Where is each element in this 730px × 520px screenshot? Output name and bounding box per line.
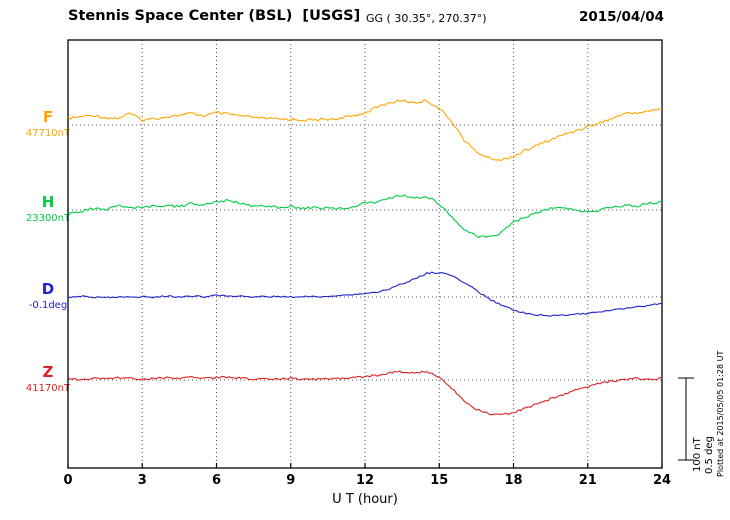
series-label-F: F: [42, 108, 54, 126]
series-baseline-D: -0.1deg: [28, 300, 68, 311]
series-baseline-Z: 41170nT: [25, 383, 71, 394]
series-label-H: H: [41, 193, 55, 211]
series-baseline-H: 23300nT: [25, 213, 71, 224]
series-label-Z: Z: [42, 363, 54, 381]
x-tick-label: 18: [504, 473, 523, 488]
x-axis-label: U T (hour): [332, 492, 398, 507]
plotted-at-note: Plotted at 2015/05/05 01:28 UT: [716, 350, 725, 477]
x-tick-label: 9: [286, 473, 296, 488]
x-tick-label: 3: [137, 473, 147, 488]
page-title: Stennis Space Center (BSL) [USGS]: [68, 8, 361, 24]
x-tick-label: 12: [355, 473, 375, 488]
x-tick-label: 0: [63, 473, 73, 488]
scale-label-nt: 100 nT: [692, 437, 703, 472]
station-coordinates: GG ( 30.35°, 270.37°): [366, 12, 487, 25]
observation-date: 2015/04/04: [578, 9, 664, 25]
scale-label-deg: 0.5 deg: [704, 436, 715, 474]
series-label-D: D: [41, 280, 55, 298]
x-tick-label: 24: [652, 473, 672, 488]
series-baseline-F: 47710nT: [25, 128, 71, 139]
x-tick-label: 15: [430, 473, 449, 488]
x-tick-label: 21: [578, 473, 597, 488]
x-tick-label: 6: [211, 473, 222, 488]
